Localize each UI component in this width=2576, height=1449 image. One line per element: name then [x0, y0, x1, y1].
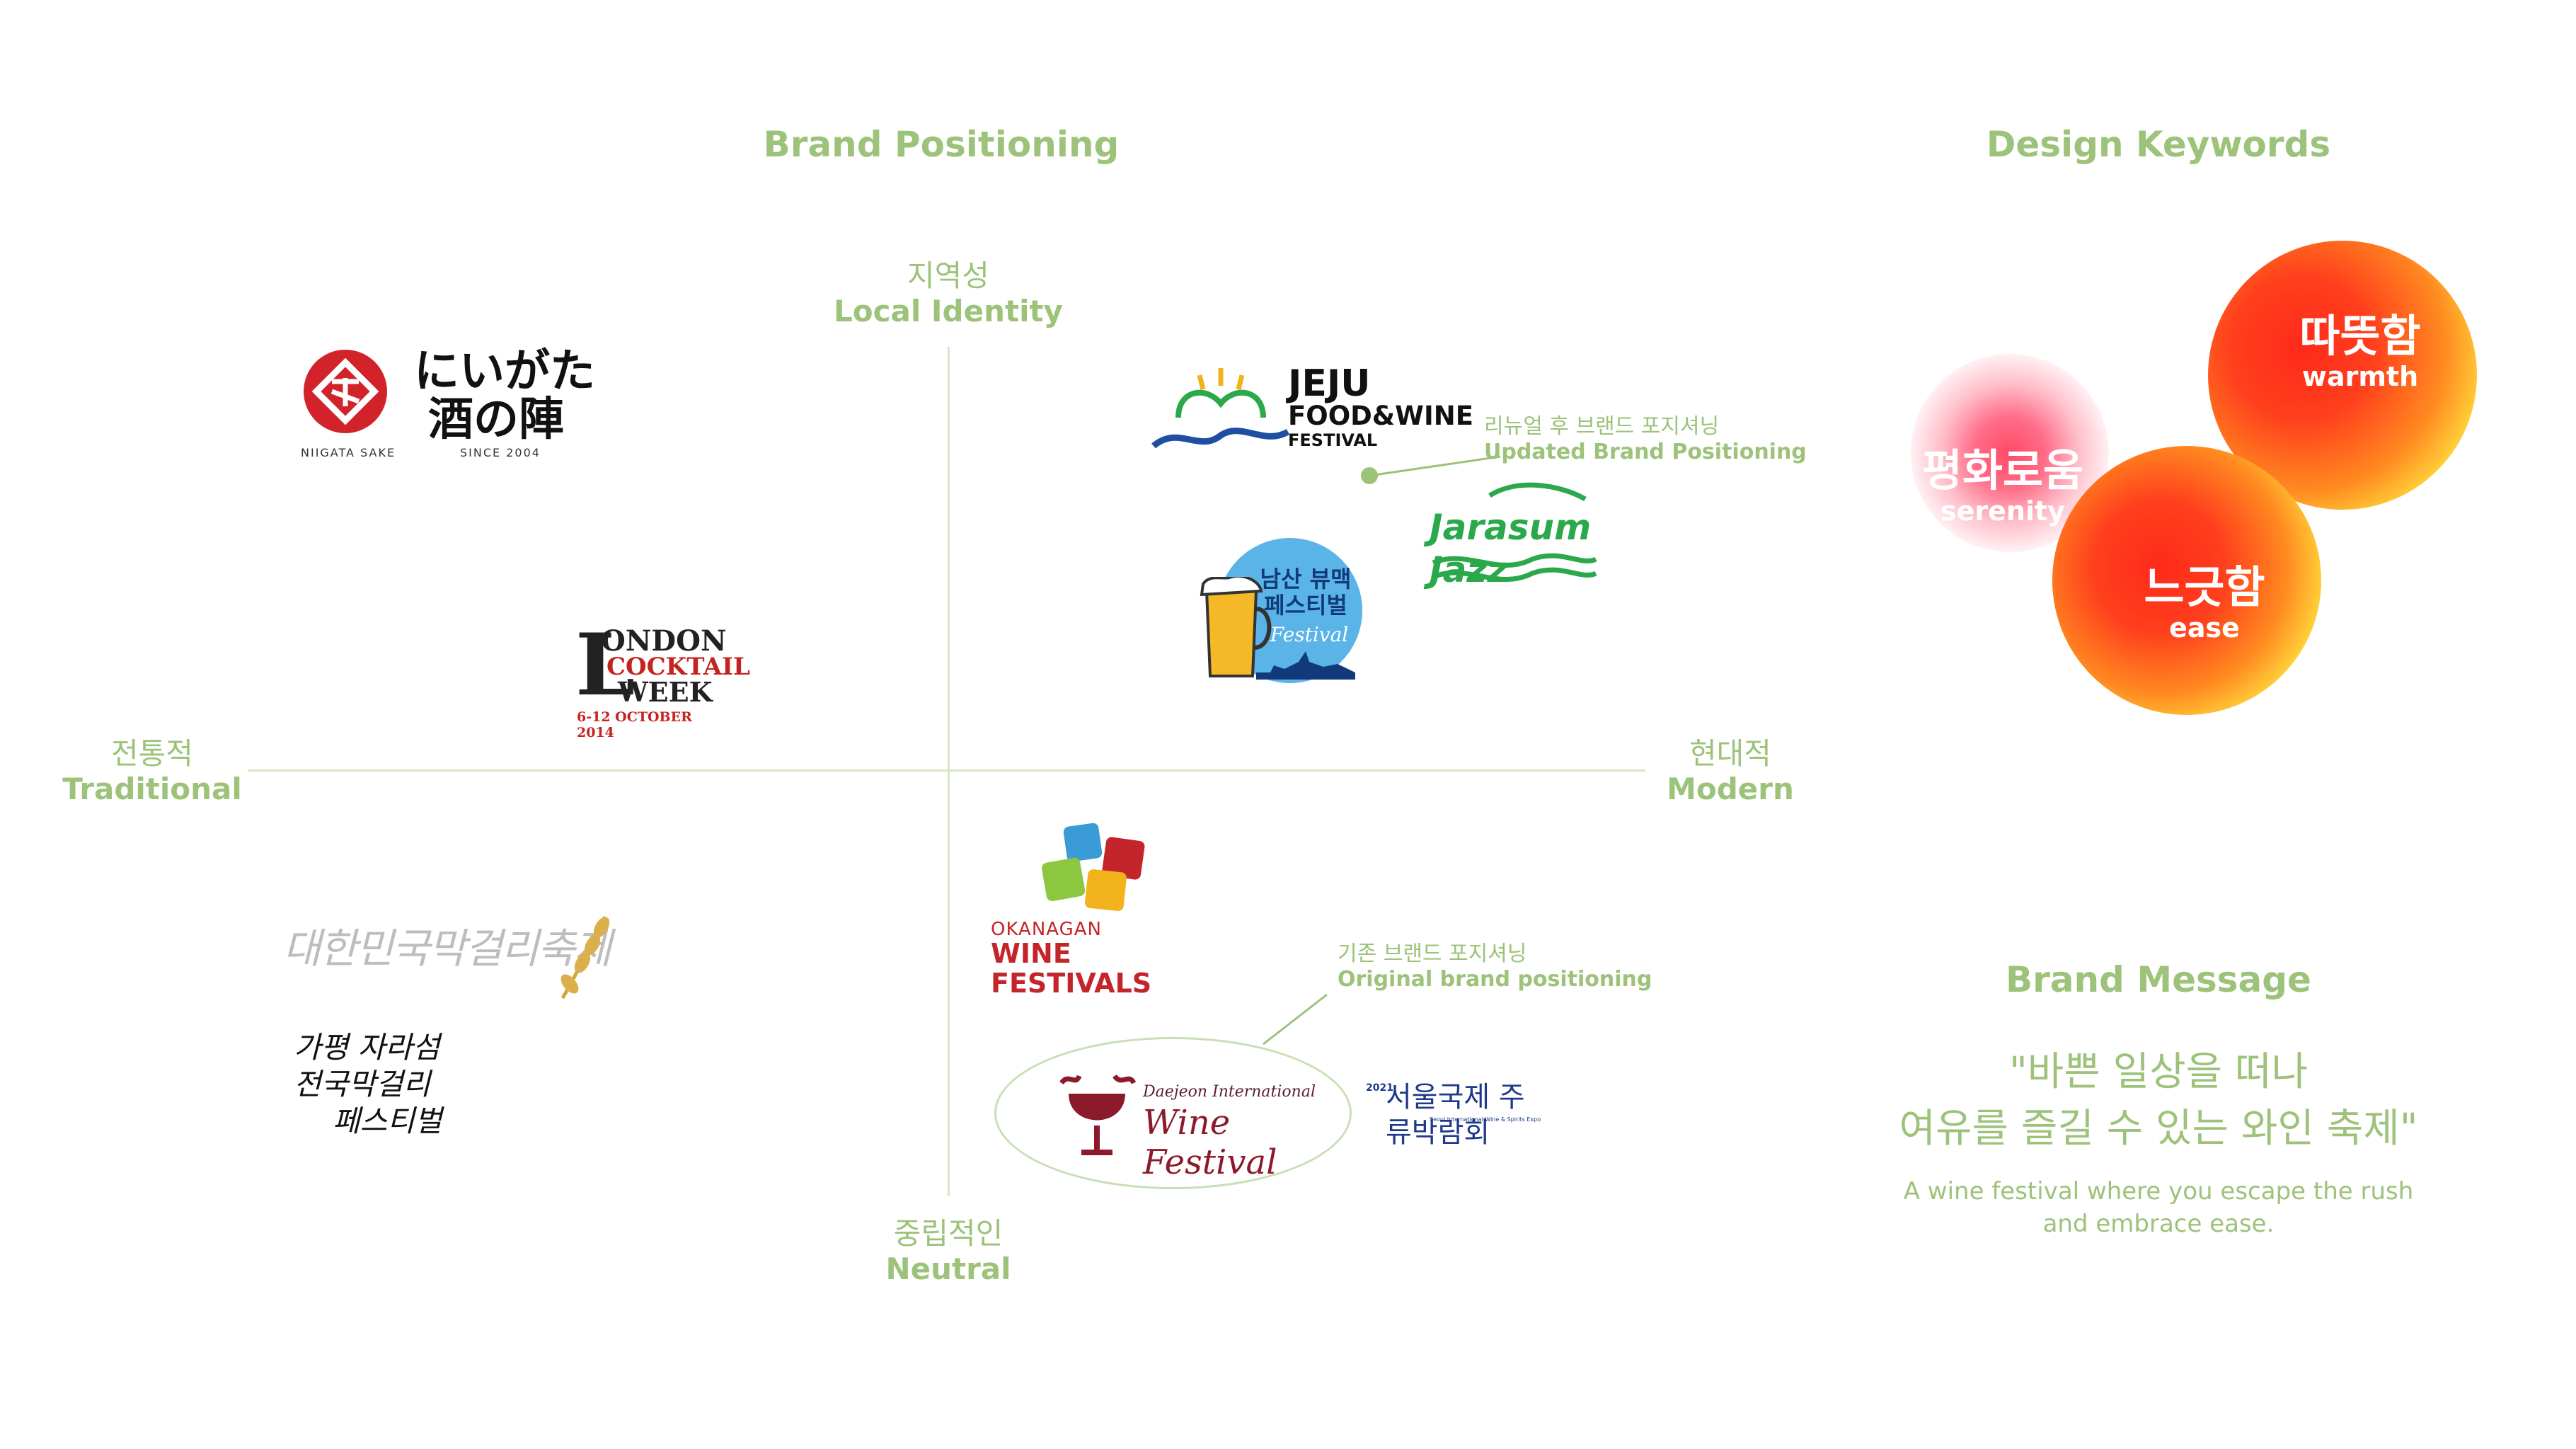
gapyeong-line2: 전국막걸리 — [294, 1067, 431, 1101]
keyword-serenity-en: serenity — [1940, 496, 2065, 527]
original-annotation-leader — [1263, 993, 1328, 1046]
jeju-line3: FESTIVAL — [1288, 430, 1378, 450]
brand-message-en-line2: and embrace ease. — [2042, 1210, 2275, 1238]
namsan-beer-festival-logo: 남산 뷰맥 페스티벌 Festival — [1196, 534, 1366, 690]
niigata-jp-line2: 酒の陣 — [428, 393, 564, 446]
horizontal-axis-line — [248, 769, 1645, 772]
axis-top-ko: 지역성 — [907, 258, 989, 293]
okanagan-line2: WINE FESTIVALS — [991, 938, 1152, 999]
brand-message-en-line1: A wine festival where you escape the rus… — [1903, 1177, 2414, 1205]
jeju-wave-icon — [1151, 368, 1290, 449]
jarasum-jazz-logo: Jarasum Jazz — [1426, 478, 1599, 590]
brand-positioning-title: Brand Positioning — [763, 124, 1120, 165]
keyword-warmth-en: warmth — [2301, 361, 2419, 392]
korea-makgeolli-text: 대한민국막걸리축제 — [283, 924, 611, 973]
daejeon-line2: Wine Festival — [1143, 1103, 1277, 1182]
updated-annotation-en: Updated Brand Positioning — [1484, 440, 1807, 464]
jarasum-wave-icon — [1432, 482, 1597, 582]
original-position-ellipse — [994, 1037, 1352, 1189]
jeju-line1: JEJU — [1288, 362, 1371, 405]
keyword-warmth: 따뜻함 warmth — [2233, 310, 2488, 393]
original-annotation-ko: 기존 브랜드 포지셔닝 — [1338, 941, 1527, 966]
gapyeong-makgeolli-festival-logo: 가평 자라섬 전국막걸리 페스티벌 — [294, 1030, 456, 1147]
namsan-script: Festival — [1270, 623, 1349, 646]
jarasum-text: Jarasum Jazz — [1430, 507, 1592, 590]
seoul-wine-spirits-expo-logo: 2021 서울국제 주류박람회 Seoul International Wine… — [1366, 1079, 1550, 1149]
london-cocktail-week-logo: L ONDON COCKTAIL WEEK 6-12 OCTOBER 2014 — [575, 615, 750, 741]
london-line1: ONDON — [601, 624, 727, 658]
axis-right-ko: 현대적 — [1689, 736, 1771, 771]
axis-left-label: 전통적 Traditional — [28, 736, 276, 807]
niigata-seal-icon — [304, 350, 387, 433]
london-line2: COCKTAIL — [606, 653, 750, 681]
wheat-icon — [560, 915, 610, 1000]
namsan-line2: 페스티벌 — [1264, 592, 1347, 619]
niigata-sake-logo: にいがた 酒の陣 NIIGATA SAKE SINCE 2004 — [301, 347, 598, 467]
axis-top-label: 지역성 Local Identity — [807, 258, 1090, 329]
axis-left-en: Traditional — [62, 772, 242, 806]
namsan-line1: 남산 뷰맥 — [1260, 566, 1352, 592]
ease-blob — [2052, 446, 2321, 715]
beer-glass-icon — [1200, 577, 1272, 677]
okanagan-mosaic-icon — [1041, 823, 1145, 911]
keyword-warmth-ko: 따뜻함 — [2299, 310, 2421, 362]
updated-annotation-ko: 리뉴얼 후 브랜드 포지셔닝 — [1484, 414, 1720, 439]
seoul-sub: Seoul International Wine & Spirits Expo — [1430, 1116, 1541, 1123]
brand-message-ko: "바쁜 일상을 떠나 여유를 즐길 수 있는 와인 축제" — [1805, 1044, 2512, 1157]
brand-message-title: Brand Message — [2006, 959, 2311, 1000]
keyword-ease-en: ease — [2169, 612, 2240, 643]
brand-message-ko-line1: "바쁜 일상을 떠나 — [2009, 1049, 2308, 1095]
okanagan-line1: OKANAGAN — [991, 919, 1103, 940]
design-keywords-title: Design Keywords — [1986, 124, 2331, 165]
vertical-axis-line — [948, 347, 950, 1196]
gapyeong-line1: 가평 자라섬 — [294, 1030, 440, 1065]
jeju-line2: FOOD&WINE — [1288, 401, 1473, 431]
axis-bottom-label: 중립적인 Neutral — [807, 1216, 1090, 1287]
london-dates: 6-12 OCTOBER 2014 — [577, 709, 692, 740]
gapyeong-line3: 페스티벌 — [333, 1104, 442, 1138]
original-positioning-annotation: 기존 브랜드 포지셔닝 Original brand positioning — [1338, 941, 1652, 992]
brand-message-ko-line2: 여유를 즐길 수 있는 와인 축제" — [1899, 1106, 2418, 1152]
london-line3: WEEK — [618, 676, 713, 708]
axis-right-label: 현대적 Modern — [1606, 736, 1854, 807]
axis-right-en: Modern — [1667, 772, 1794, 806]
daejeon-line1: Daejeon International — [1143, 1083, 1316, 1101]
keyword-serenity-ko: 평화로움 — [1921, 445, 2084, 496]
niigata-sub-left: NIIGATA SAKE — [301, 446, 396, 459]
namsan-skyline-icon — [1256, 651, 1355, 680]
korea-makgeolli-festival-logo: 대한민국막걸리축제 — [283, 910, 623, 1002]
original-annotation-en: Original brand positioning — [1338, 967, 1652, 992]
daejeon-wine-festival-logo: Daejeon International Wine Festival — [1054, 1069, 1323, 1182]
okanagan-wine-festivals-logo: OKANAGAN WINE FESTIVALS — [991, 821, 1210, 998]
seoul-year: 2021 — [1366, 1082, 1393, 1094]
london-big-letter: L — [575, 615, 636, 715]
niigata-jp-line1: にいがた — [414, 345, 595, 398]
updated-annotation-leader — [1361, 455, 1501, 484]
jeju-food-wine-logo: JEJU FOOD&WINE FESTIVAL — [1150, 361, 1476, 457]
axis-left-ko: 전통적 — [111, 736, 193, 771]
axis-top-en: Local Identity — [834, 294, 1063, 328]
axis-bottom-en: Neutral — [885, 1252, 1011, 1286]
axis-bottom-ko: 중립적인 — [893, 1216, 1004, 1251]
updated-positioning-annotation: 리뉴얼 후 브랜드 포지셔닝 Updated Brand Positioning — [1484, 414, 1807, 465]
keyword-ease: 느긋함 ease — [2084, 561, 2325, 644]
seoul-text: 서울국제 주류박람회 — [1386, 1081, 1525, 1149]
keyword-serenity: 평화로움 serenity — [1882, 446, 2123, 527]
niigata-sub-right: SINCE 2004 — [460, 446, 541, 459]
brand-message-en: A wine festival where you escape the rus… — [1805, 1175, 2512, 1240]
daejeon-wine-glass-icon — [1059, 1074, 1137, 1155]
keyword-ease-ko: 느긋함 — [2144, 561, 2265, 613]
